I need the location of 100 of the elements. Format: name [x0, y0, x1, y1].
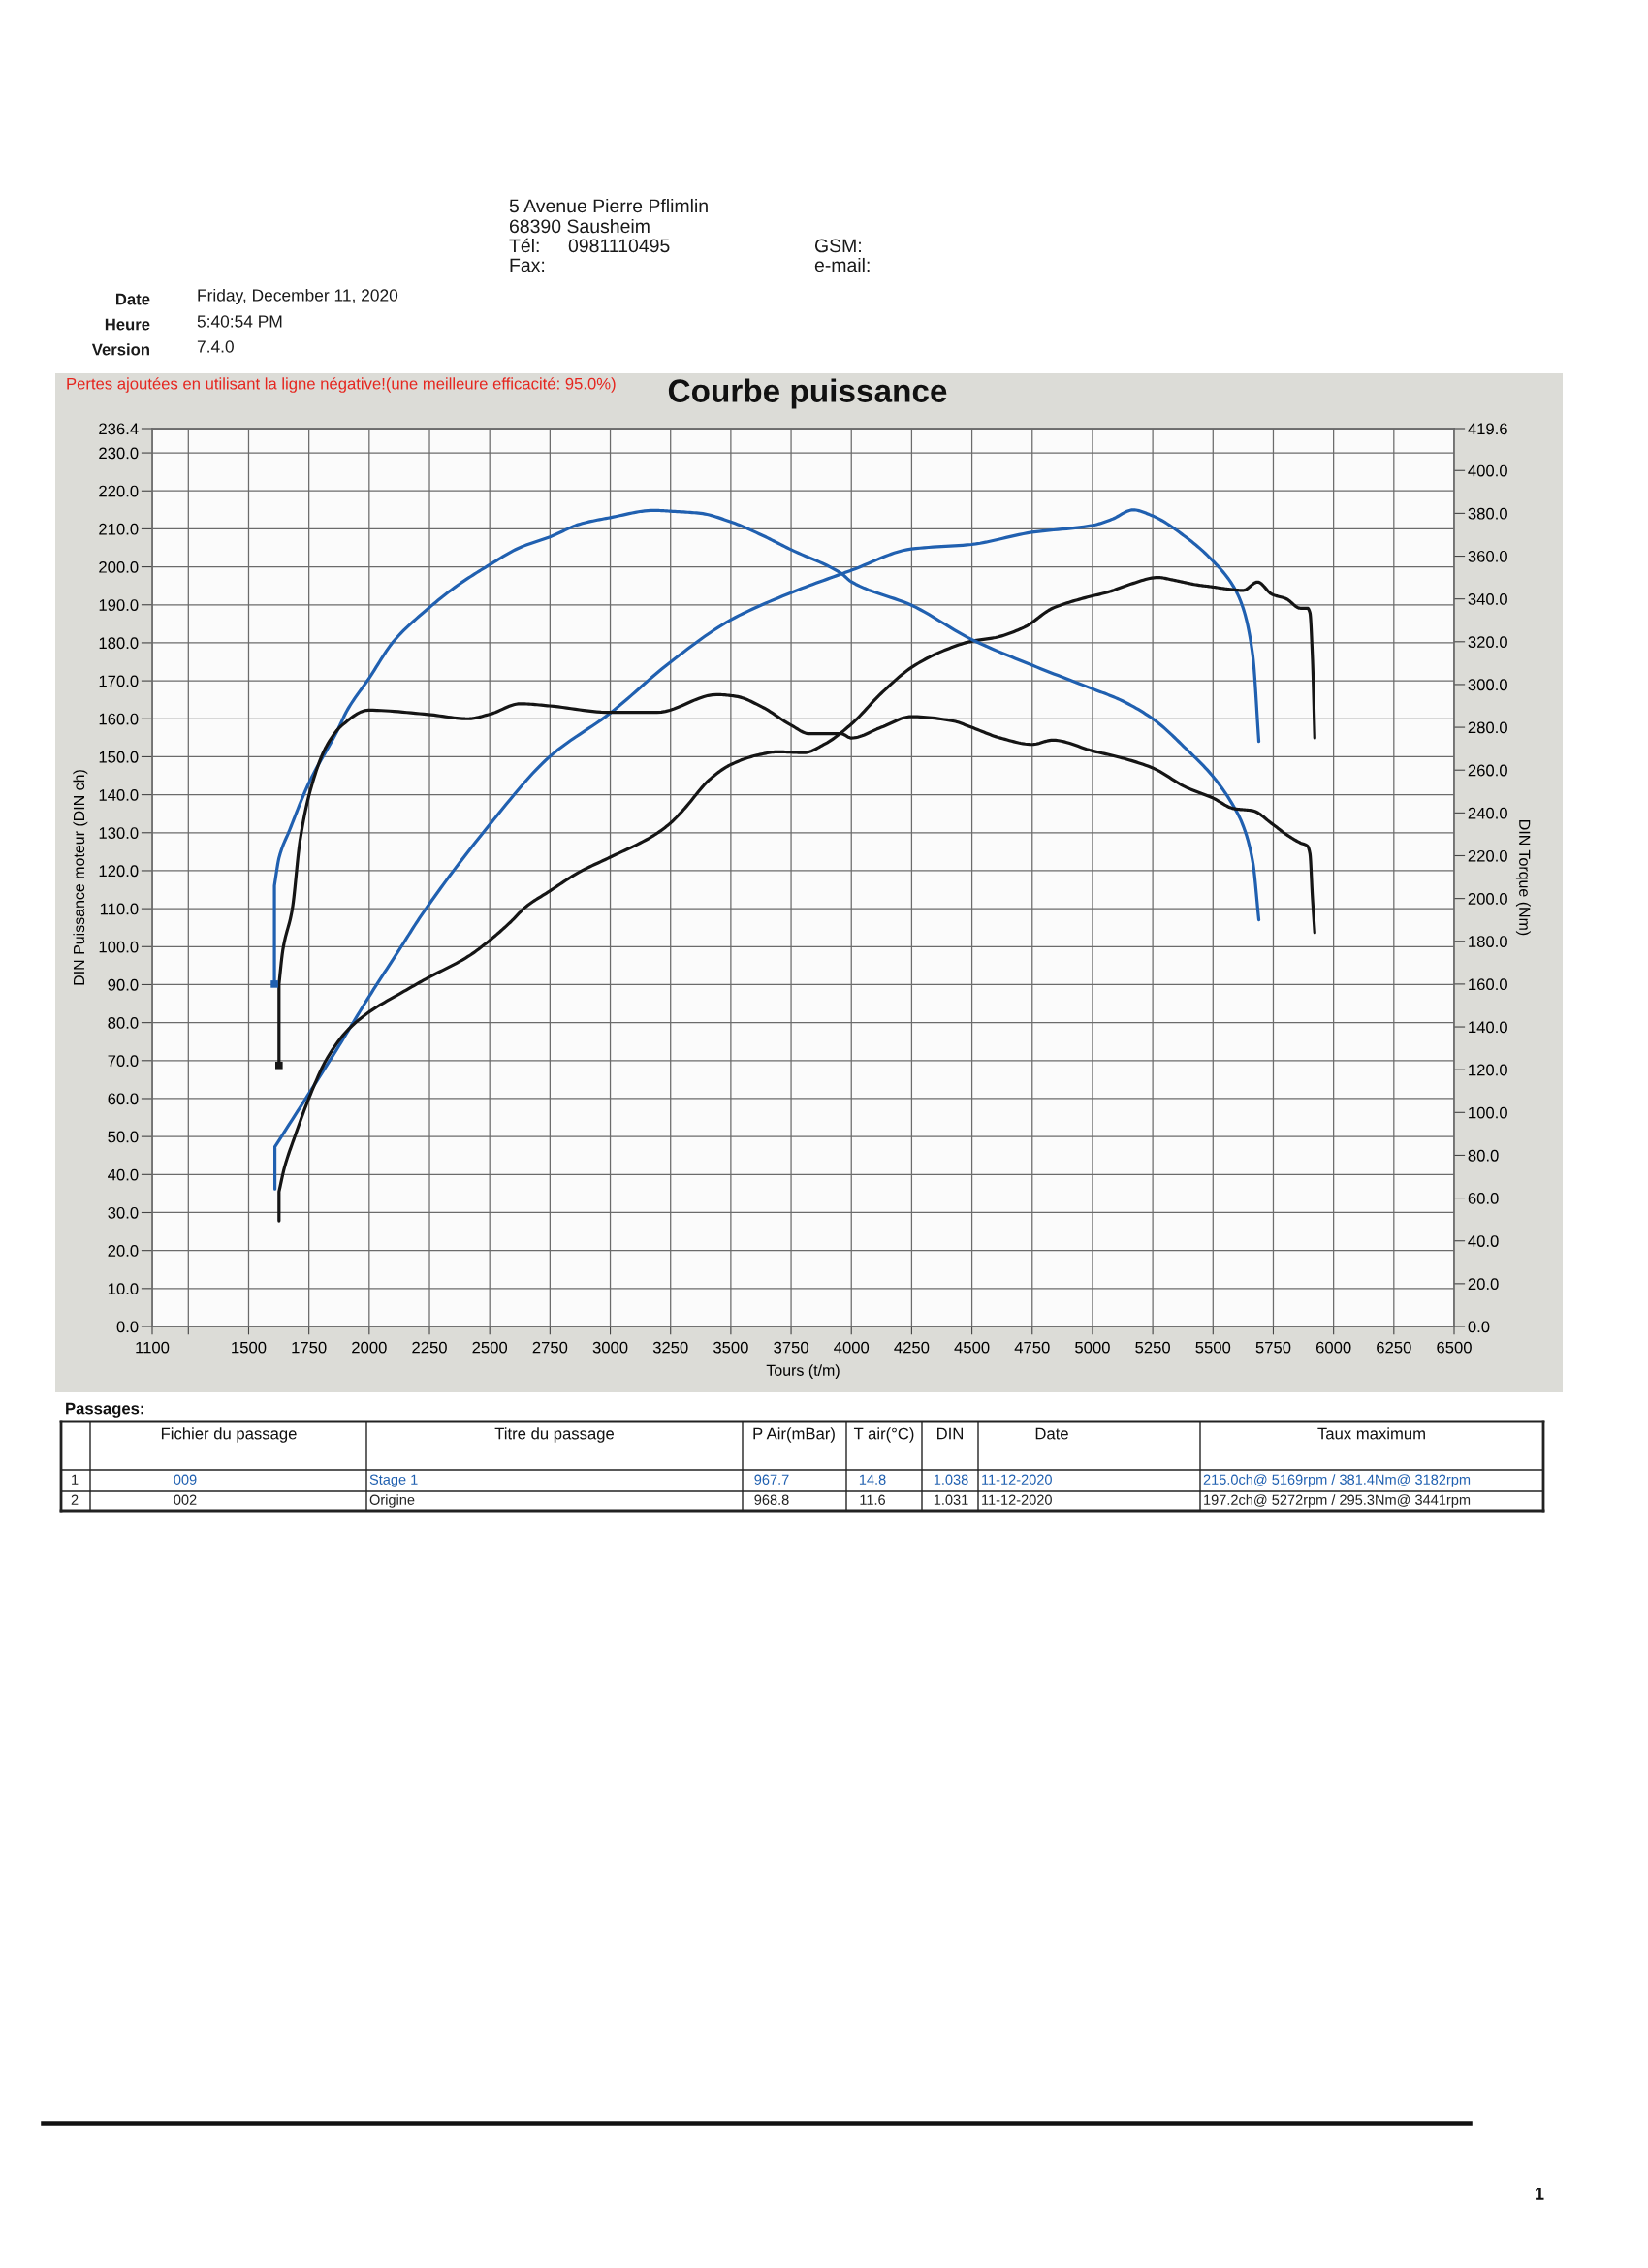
text: 0981110495: [568, 239, 670, 253]
text: 7.4.0: [197, 340, 234, 353]
y-tick-label: 150.0: [99, 751, 139, 763]
x-tick-label: 1750: [292, 1341, 327, 1354]
chart-subtitle: Pertes ajoutées en utilisant la ligne négative!(une meilleure efficacité: 95.0%): [67, 377, 616, 393]
y2-axis-title: DIN Torque (Nm): [1515, 820, 1531, 936]
text: 1: [1536, 2188, 1544, 2200]
x-tick-label: 6250: [1377, 1341, 1411, 1354]
text: Friday, December 11, 2020: [198, 288, 398, 305]
x-tick-label: 5750: [1255, 1341, 1291, 1354]
x-tick-label: 3000: [592, 1341, 628, 1354]
text: 2: [71, 1494, 79, 1505]
x-tick-label: 4500: [954, 1341, 990, 1354]
text: 1: [72, 1474, 79, 1485]
y-tick-label: 70.0: [108, 1055, 139, 1068]
x-tick-label: 1500: [232, 1341, 267, 1354]
y2-tick-label: 180.0: [1469, 936, 1507, 947]
text: Date: [115, 293, 150, 305]
text: 967.7: [754, 1474, 789, 1485]
text: 002: [174, 1494, 197, 1505]
y-tick-label: 220.0: [99, 485, 139, 497]
x-tick-label: 3500: [713, 1341, 748, 1354]
text: GSM:: [814, 239, 861, 253]
y2-tick-label: 120.0: [1469, 1064, 1507, 1076]
y-tick-label: 210.0: [99, 523, 139, 535]
y2-tick-label: 20.0: [1468, 1278, 1499, 1291]
text: 5:40:54 PM: [197, 315, 282, 328]
x-tick-label: 5250: [1135, 1341, 1171, 1354]
text: 68390 Sausheim: [509, 218, 650, 234]
text: 14.8: [859, 1474, 886, 1485]
y-tick-label: 110.0: [100, 903, 139, 915]
y2-tick-label: 100.0: [1469, 1106, 1507, 1119]
x-tick-label: 6000: [1315, 1341, 1351, 1354]
x-tick-label: 2000: [352, 1341, 387, 1354]
y-tick-label: 130.0: [99, 827, 139, 839]
y-tick-label: 120.0: [99, 865, 139, 878]
text: 11.6: [860, 1494, 886, 1505]
y-tick-label: 60.0: [108, 1093, 139, 1105]
x-tick-label: 2750: [532, 1341, 568, 1354]
y-tick-label: 190.0: [99, 599, 139, 611]
text: 11-12-2020: [982, 1474, 1052, 1485]
y-tick-label: 230.0: [99, 447, 139, 460]
x-tick-label: 3250: [652, 1341, 688, 1354]
text: Passages:: [66, 1402, 143, 1418]
y-tick-label: 100.0: [99, 941, 139, 953]
y2-tick-label: 340.0: [1468, 593, 1507, 605]
y-tick-label: 40.0: [108, 1168, 139, 1181]
text: P Air(mBar): [753, 1427, 835, 1443]
text: 5 Avenue Pierre Pflimlin: [509, 198, 708, 213]
y2-tick-label: 240.0: [1468, 807, 1507, 819]
text: 1.031: [934, 1494, 968, 1505]
y2-tick-label: 160.0: [1469, 978, 1507, 991]
text: 11-12-2020: [982, 1494, 1052, 1505]
text: 215.0ch@ 5169rpm / 381.4Nm@ 3182rpm: [1203, 1474, 1471, 1487]
text: T air(°C): [853, 1427, 914, 1443]
text: Tél:: [509, 238, 539, 253]
y-axis-title: DIN Puissance moteur (DIN ch): [73, 770, 88, 985]
x-tick-label: 4250: [894, 1341, 930, 1354]
y2-tick-label: 300.0: [1468, 679, 1507, 691]
y-tick-label: 200.0: [99, 560, 139, 573]
x-tick-label: 3750: [774, 1341, 808, 1354]
y2-tick-label: 280.0: [1468, 721, 1507, 734]
x-tick-label: 2250: [412, 1341, 447, 1354]
text: DIN: [937, 1427, 963, 1440]
text: Titre du passage: [494, 1427, 615, 1443]
x-tick-label: 5000: [1075, 1341, 1110, 1354]
y-tick-label: 20.0: [108, 1245, 139, 1257]
x-tick-label: 2500: [472, 1341, 508, 1354]
y2-tick-label: 360.0: [1468, 550, 1507, 562]
y2-tick-label: 0.0: [1468, 1321, 1490, 1333]
y-tick-label: 0.0: [116, 1321, 139, 1333]
text: Version: [91, 343, 149, 356]
text: Fax:: [510, 258, 545, 272]
text: Origine: [369, 1494, 415, 1508]
y2-tick-label: 220.0: [1468, 849, 1507, 862]
y2-tick-label: 380.0: [1468, 507, 1507, 520]
x-axis-title: Tours (t/m): [766, 1364, 840, 1380]
y2-tick-label: 80.0: [1468, 1149, 1499, 1162]
y2-tick-label: 60.0: [1468, 1192, 1499, 1204]
chart-title: Courbe puissance: [668, 378, 947, 409]
y-tick-label: 80.0: [108, 1017, 139, 1029]
y-tick-label: 160.0: [99, 713, 139, 725]
text: 197.2ch@ 5272rpm / 295.3Nm@ 3441rpm: [1204, 1494, 1471, 1508]
y-tick-label: 30.0: [108, 1206, 139, 1219]
y-tick-label: 140.0: [99, 789, 139, 801]
text: Date: [1035, 1427, 1068, 1440]
y2-tick-label: 260.0: [1468, 764, 1507, 777]
text: Fichier du passage: [161, 1427, 297, 1443]
x-tick-label: 5500: [1195, 1341, 1231, 1354]
text: Stage 1: [369, 1474, 418, 1487]
y2-tick-label: 200.0: [1468, 893, 1507, 905]
y2-tick-label: 40.0: [1468, 1235, 1499, 1247]
y-tick-label: 170.0: [99, 675, 139, 687]
x-tick-label: 4750: [1014, 1341, 1050, 1354]
x-tick-label: 1100: [136, 1341, 170, 1354]
x-tick-label: 6500: [1437, 1341, 1472, 1354]
text: e-mail:: [814, 257, 870, 272]
y2-tick-label: 320.0: [1468, 636, 1507, 649]
text: Taux maximum: [1317, 1427, 1425, 1440]
y-tick-label: 180.0: [99, 637, 139, 650]
